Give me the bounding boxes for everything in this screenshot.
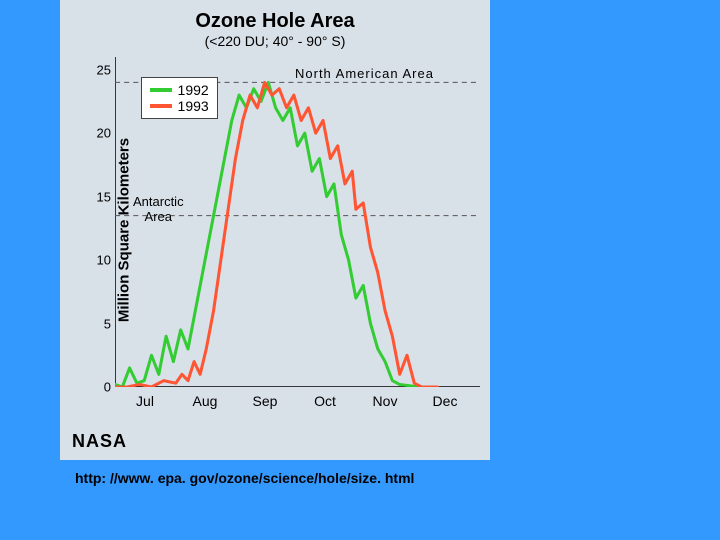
x-tick-label: Aug [193,393,218,409]
y-tick-label: 15 [85,189,111,204]
legend-swatch [150,104,172,108]
plot-area: 19921993 0510152025JulAugSepOctNovDecNor… [115,57,480,387]
x-tick-label: Oct [314,393,336,409]
chart-title: Ozone Hole Area [60,0,490,33]
source-caption: http: //www. epa. gov/ozone/science/hole… [75,470,414,486]
reference-label: AntarcticArea [133,194,184,224]
page-root: Ozone Hole Area (<220 DU; 40° - 90° S) M… [0,0,720,540]
y-tick-label: 25 [85,62,111,77]
reference-label: North American Area [295,66,434,81]
legend-label: 1992 [178,82,209,98]
x-tick-label: Jul [136,393,154,409]
nasa-logo: NASA [72,431,127,452]
y-tick-label: 10 [85,253,111,268]
chart-panel: Ozone Hole Area (<220 DU; 40° - 90° S) M… [60,0,490,460]
x-tick-label: Sep [253,393,278,409]
legend-item: 1993 [150,98,209,114]
y-tick-label: 0 [85,380,111,395]
y-tick-label: 20 [85,126,111,141]
legend-label: 1993 [178,98,209,114]
x-tick-label: Dec [433,393,458,409]
legend-item: 1992 [150,82,209,98]
legend-swatch [150,88,172,92]
chart-subtitle: (<220 DU; 40° - 90° S) [60,33,490,49]
y-tick-label: 5 [85,316,111,331]
legend-box: 19921993 [141,77,218,119]
x-tick-label: Nov [373,393,398,409]
